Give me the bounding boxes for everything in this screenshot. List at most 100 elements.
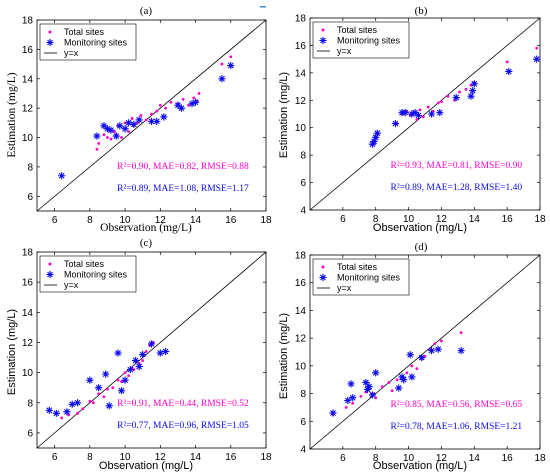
total-site-marker [144,350,148,353]
monitoring-sites-series [329,345,465,417]
stats-annotation: R²=0.91, MAE=0.44, RMSE=0.52 [117,399,249,409]
legend-box [39,23,137,61]
legend-total-marker [321,28,325,32]
monitoring-site-marker [156,349,164,357]
monitoring-site-marker [107,126,115,134]
panel-title: (c) [140,237,153,249]
monitoring-site-marker [370,137,378,146]
monitoring-site-marker [52,409,60,417]
total-site-marker [421,115,425,119]
total-site-marker [197,92,201,95]
legend-label: Total sites [64,259,105,269]
total-site-marker [405,371,409,375]
monitoring-site-marker [533,55,541,63]
total-site-marker [120,136,123,139]
identity-line [36,19,267,212]
panel-title: (a) [140,5,153,17]
total-site-marker [390,389,394,393]
legend-monitoring-marker [46,270,54,279]
y-tick-label: 8 [300,151,306,162]
total-site-marker [95,147,99,151]
monitoring-site-marker [391,120,400,128]
monitoring-site-marker [188,100,196,108]
monitoring-site-marker [130,120,138,128]
total-site-marker [106,387,109,391]
monitoring-site-marker [470,80,478,88]
monitoring-site-marker [102,370,110,378]
axes-frame [309,254,541,450]
x-tick-label: 16 [502,453,514,464]
y-tick-label: 12 [295,334,307,345]
monitoring-site-marker [135,116,143,124]
total-sites-series [372,46,539,145]
monitoring-site-marker [112,132,120,140]
axes-frame [36,251,267,449]
legend-label: Total sites [337,25,378,35]
monitoring-site-marker [363,385,372,394]
y-tick-label: 18 [22,16,34,27]
monitoring-site-marker [368,140,377,148]
stats-annotation: R²=0.89, MAE=1.28, RMSE=1.40 [391,183,523,193]
monitoring-site-marker [153,117,161,125]
monitoring-site-marker [368,391,377,399]
plot-area: 6 8 10 12 14 16 18 4 6 8 10 12 14 16 18 Total sitesMoni… [295,251,546,465]
monitoring-site-marker [414,111,423,119]
total-site-marker [415,118,419,121]
total-site-marker [446,94,450,98]
x-tick-label: 16 [225,215,237,226]
y-tick-label: 8 [300,389,306,400]
monitoring-site-marker [505,67,513,76]
total-site-marker [155,109,159,113]
monitoring-site-marker [427,347,436,355]
y-tick-label: 8 [27,162,33,173]
x-tick-label: 6 [52,452,58,463]
y-tick-label: 16 [295,41,307,52]
monitoring-site-marker [135,362,143,371]
total-site-marker [106,136,109,139]
monitoring-site-marker [452,93,460,102]
monitoring-site-marker [362,378,370,387]
legend-label: y=x [64,48,79,58]
monitoring-site-marker [411,109,419,117]
y-tick-label: 6 [300,178,306,189]
x-tick-label: 10 [120,452,132,463]
monitoring-sites-series [368,55,541,148]
monitoring-site-marker [398,373,406,381]
monitoring-site-marker [147,340,156,348]
panel-title: (b) [415,5,428,17]
total-site-marker [88,399,92,403]
monitoring-site-marker [93,132,101,140]
total-site-marker [440,339,443,343]
monitoring-site-marker [347,380,355,388]
total-site-marker [192,96,196,100]
monitoring-site-marker [408,110,416,118]
total-site-marker [127,374,130,378]
panel-c: 6 8 10 12 14 16 18 6 8 10 12 14 16 18 Total sitesMonit… [6,237,272,472]
y-tick-label: 14 [22,74,34,85]
top-edge-mark [260,6,266,8]
panel-a: 6 8 10 12 14 16 18 6 8 10 12 14 16 18 Total sitesMonit… [6,5,272,234]
monitoring-site-marker [105,402,113,410]
x-tick-label: 14 [190,452,202,463]
monitoring-site-marker [45,406,53,414]
monitoring-site-marker [349,394,357,402]
monitoring-site-marker [100,122,108,130]
total-site-marker [150,112,153,116]
monitoring-site-marker [139,350,147,359]
monitoring-site-marker [406,351,414,359]
legend-label: Monitoring sites [64,270,128,280]
total-site-marker [102,395,106,399]
legend-total-marker [48,262,52,266]
monitoring-site-marker [160,113,168,121]
plot-area: 6 8 10 12 14 16 18 6 8 10 12 14 16 18 Total sitesMonit… [22,248,272,464]
y-tick-label: 8 [27,398,33,409]
panel-d: 6 8 10 12 14 16 18 4 6 8 10 12 14 16 18 Total sitesMoni… [278,241,546,472]
total-site-marker [410,364,414,368]
monitoring-site-marker [95,384,103,392]
stats-annotation: R²=0.77, MAE=0.96, RMSE=1.05 [117,421,249,431]
y-axis-label: Estimation (mg/L) [278,72,290,158]
legend-monitoring-marker [319,36,327,45]
plot-area: 6 8 10 12 14 16 18 6 8 10 12 14 16 18 Total sitesMonit… [22,16,272,227]
